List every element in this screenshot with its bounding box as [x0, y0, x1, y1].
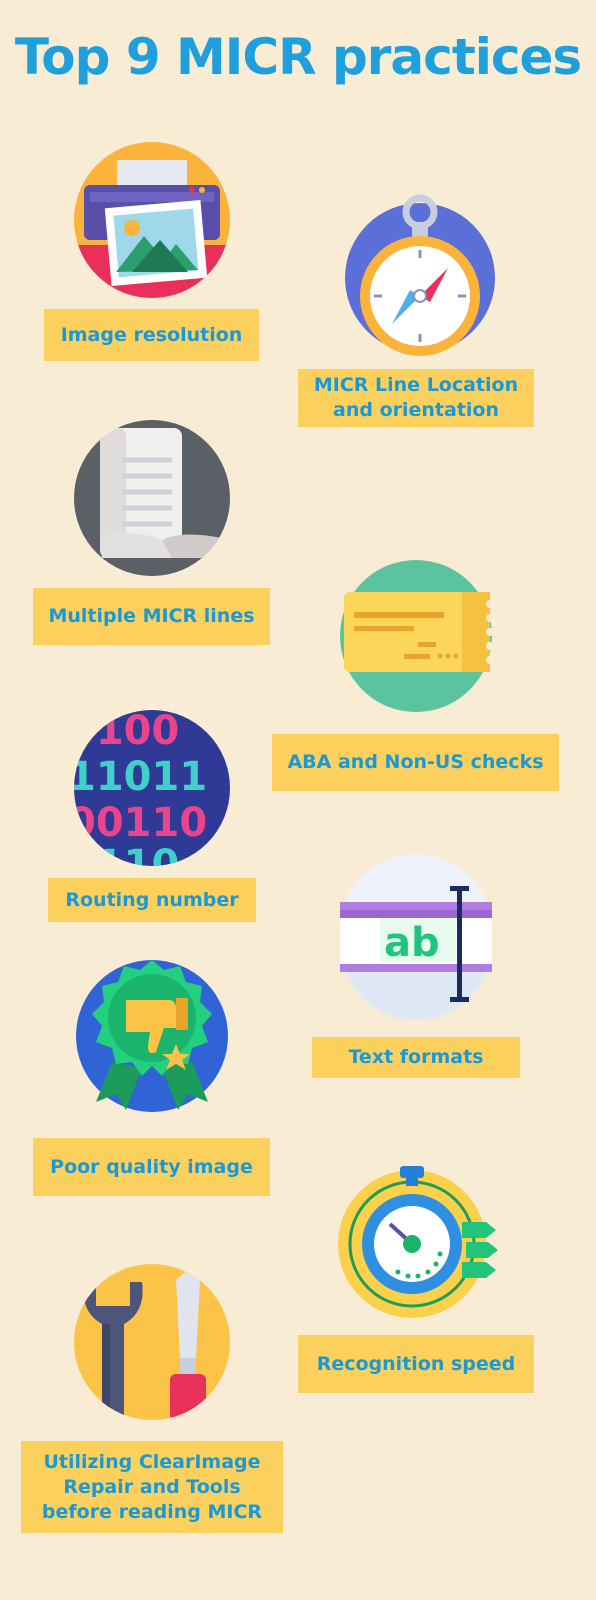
page-title: Top 9 MICR practices [14, 28, 582, 86]
label-routing-number: Routing number [48, 878, 256, 922]
label-poor-quality-image: Poor quality image [33, 1138, 270, 1196]
label-utilizing-clearimage: Utilizing ClearImage Repair and Tools be… [21, 1441, 283, 1533]
svg-text:ab: ab [384, 920, 440, 966]
printer-photo-icon [72, 140, 232, 300]
document-scroll-icon [72, 418, 232, 578]
wrench-screwdriver-icon [72, 1262, 232, 1422]
speed-stopwatch-icon [338, 1164, 498, 1324]
compass-stopwatch-icon [340, 194, 500, 358]
check-ticket-icon [340, 558, 500, 718]
thumbs-down-badge-icon [72, 952, 232, 1112]
svg-text:00110: 00110 [68, 800, 207, 846]
label-recognition-speed: Recognition speed [298, 1335, 534, 1393]
label-micr-line-location: MICR Line Location and orientation [298, 369, 534, 427]
label-aba-non-us-checks: ABA and Non-US checks [272, 734, 559, 791]
svg-text:11011: 11011 [68, 754, 207, 800]
svg-text:0100: 0100 [68, 708, 179, 754]
binary-code-icon: 0100 11011 00110 1110 [72, 708, 232, 868]
label-multiple-micr-lines: Multiple MICR lines [33, 588, 270, 645]
text-ab-cursor-icon: ab [340, 854, 500, 1026]
label-image-resolution: Image resolution [44, 309, 259, 361]
label-text-formats: Text formats [312, 1037, 520, 1078]
